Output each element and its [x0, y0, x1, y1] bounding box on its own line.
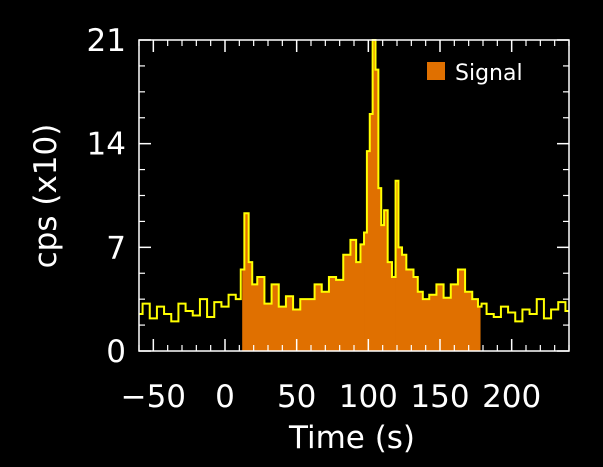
axes-layer: −50 0 50 100 150 200 0 7 14 21 [87, 23, 570, 415]
signal-bin [285, 296, 294, 351]
signal-bin [465, 291, 473, 351]
legend-label: Signal [455, 61, 523, 86]
x-tick-label: 200 [482, 379, 541, 415]
signal-bin [314, 284, 323, 351]
signal-bin [436, 284, 444, 351]
y-axis-title: cps (x10) [28, 124, 64, 269]
signal-bin [387, 262, 393, 351]
signal-bin [369, 114, 374, 351]
signal-bin [356, 262, 361, 351]
signal-bin [381, 225, 385, 351]
plot-layer [139, 39, 569, 352]
signal-bin [307, 299, 315, 351]
signal-bin [293, 309, 301, 351]
signal-bin [378, 188, 382, 351]
signal-bin [343, 254, 351, 351]
signal-bin [413, 276, 419, 351]
signal-bin [321, 291, 330, 351]
signal-bin [406, 269, 411, 351]
x-tick-label: 100 [339, 379, 398, 415]
legend-swatch [427, 62, 445, 80]
signal-bin [391, 276, 396, 351]
signal-bin [402, 254, 407, 351]
signal-bin [372, 40, 376, 351]
signal-bin [366, 151, 371, 351]
x-tick-label: 150 [410, 379, 469, 415]
signal-bin [422, 299, 430, 351]
signal-bin [300, 299, 308, 351]
signal-bin [336, 279, 344, 351]
signal-bin [395, 180, 399, 351]
x-tick-label: 0 [215, 379, 235, 415]
signal-bin [375, 69, 379, 352]
signal-bin [457, 269, 466, 351]
signal-bin [271, 284, 280, 351]
y-tick-label: 14 [87, 127, 126, 163]
signal-bin [248, 262, 253, 351]
x-tick-label: −50 [121, 379, 186, 415]
signal-bin [417, 291, 424, 351]
signal-bin [477, 306, 481, 351]
signal-bin [360, 244, 365, 351]
signal-bin [252, 284, 258, 351]
signal-bin [244, 213, 250, 351]
signal-bin [409, 269, 414, 351]
y-tick-label: 21 [87, 23, 126, 59]
y-tick-label: 0 [106, 334, 126, 370]
x-tick-label: 50 [277, 379, 316, 415]
signal-bin [398, 247, 403, 351]
x-axis-title: Time (s) [288, 420, 415, 456]
signal-bin [278, 306, 287, 351]
signal-bin [384, 210, 389, 351]
signal-bin [443, 297, 452, 351]
signal-bin [264, 303, 272, 351]
signal-bin [429, 294, 437, 351]
signal-bin [364, 232, 368, 351]
signal-bin [450, 284, 459, 351]
signal-bin [257, 276, 265, 351]
y-tick-label: 7 [106, 230, 126, 266]
signal-bin [350, 239, 357, 351]
signal-bin [472, 299, 479, 351]
signal-bin [328, 276, 337, 351]
signal-bin [242, 269, 245, 351]
legend: Signal [427, 61, 523, 86]
light-curve-line [139, 39, 569, 323]
